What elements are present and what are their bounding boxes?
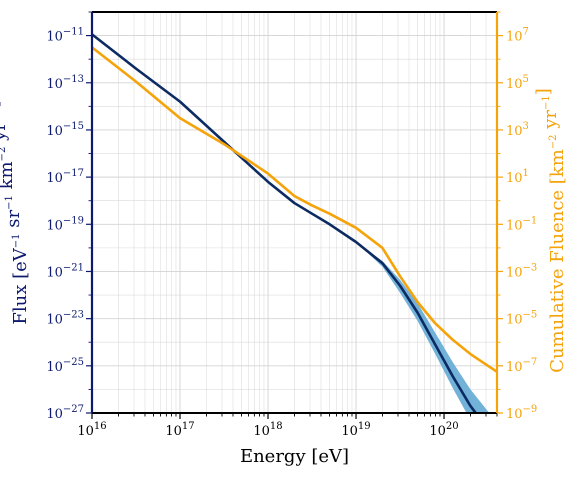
- right-y-axis-title: Cumulative Fluence [km−2 yr−1]: [533, 88, 568, 373]
- left-y-axis-title: Flux [eV−1 sr−1 km−2 yr−1]: [0, 100, 31, 324]
- left-tick-label: 10−23: [46, 310, 84, 328]
- right-tick-label: 10−9: [506, 404, 537, 422]
- right-tick-label: 101: [506, 168, 529, 186]
- flux-line: [92, 33, 478, 413]
- right-tick-label: 10−5: [506, 310, 537, 328]
- left-tick-label: 10−15: [46, 121, 84, 139]
- left-tick-label: 10−19: [46, 215, 84, 233]
- axis-titles: Energy [eV] Flux [eV−1 sr−1 km−2 yr−1] Cum…: [0, 88, 568, 467]
- right-tick-label: 10−7: [506, 357, 537, 375]
- x-tick-label: 1017: [165, 421, 194, 439]
- right-tick-label: 10−1: [506, 215, 537, 233]
- left-tick-label: 10−17: [46, 168, 84, 186]
- x-axis-title: Energy [eV]: [240, 446, 349, 467]
- cumulative-fluence-line: [92, 46, 497, 373]
- tick-labels: 1016 1017 1018 1019 1020 10−11 10−13 10−15 10−17…: [46, 27, 537, 439]
- right-tick-label: 107: [506, 27, 529, 45]
- right-tick-label: 10−3: [506, 262, 537, 280]
- left-tick-label: 10−25: [46, 357, 84, 375]
- left-tick-label: 10−13: [46, 74, 84, 92]
- left-tick-label: 10−21: [46, 262, 84, 280]
- right-tick-label: 105: [506, 74, 529, 92]
- x-tick-label: 1020: [429, 421, 458, 439]
- x-tick-label: 1016: [77, 421, 106, 439]
- left-tick-label: 10−11: [46, 27, 84, 45]
- left-tick-label: 10−27: [46, 404, 84, 422]
- plot-frame: [90, 11, 499, 414]
- tick-marks: [86, 11, 503, 419]
- flux-uncertainty-band: [356, 241, 490, 413]
- x-tick-label: 1019: [341, 421, 370, 439]
- plot-content: [92, 33, 497, 413]
- right-tick-label: 103: [506, 121, 529, 139]
- grid: [91, 11, 498, 414]
- x-tick-label: 1018: [253, 421, 282, 439]
